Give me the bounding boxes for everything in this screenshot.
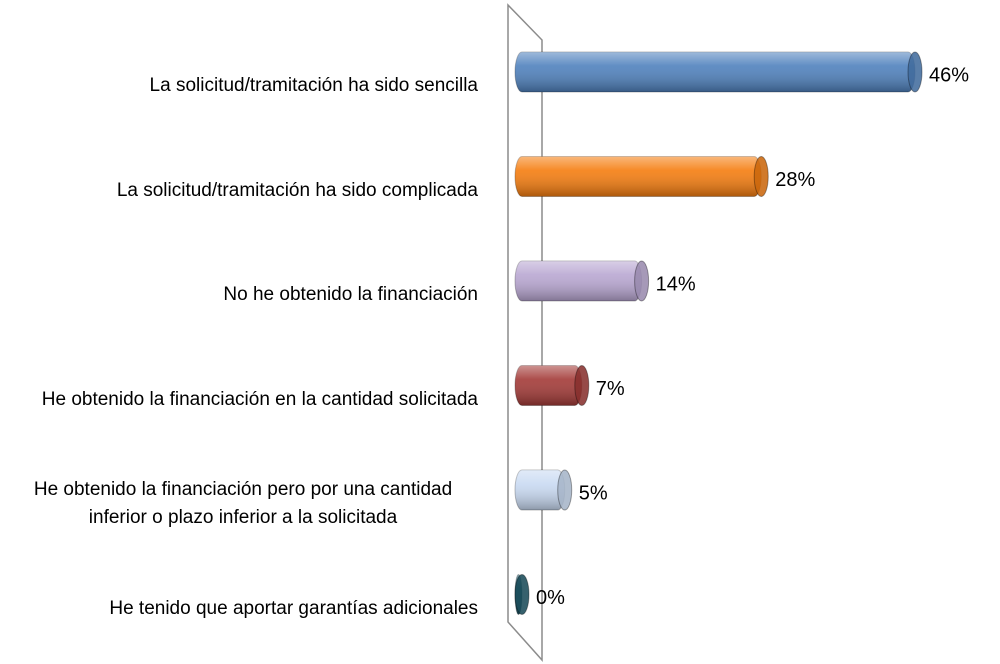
- category-label: No he obtenido la financiación: [223, 284, 478, 305]
- value-label: 14%: [656, 273, 696, 295]
- bar: [514, 260, 650, 302]
- category-label: La solicitud/tramitación ha sido sencill…: [149, 75, 478, 96]
- bar: [514, 469, 573, 511]
- value-label: 46%: [929, 64, 969, 86]
- bar: [514, 365, 590, 406]
- bar: [514, 51, 923, 93]
- bar: [514, 574, 530, 615]
- value-label: 28%: [775, 169, 815, 191]
- bar: [514, 156, 769, 197]
- wall: [507, 3, 543, 662]
- value-label: 7%: [596, 378, 625, 400]
- category-label: La solicitud/tramitación ha sido complic…: [116, 179, 478, 201]
- value-label: 0%: [536, 587, 565, 609]
- category-label: He obtenido la financiación en la cantid…: [41, 388, 478, 410]
- category-label: He obtenido la financiación pero por una…: [33, 479, 453, 528]
- value-label: 5%: [579, 482, 608, 504]
- category-label: He tenido que aportar garantías adiciona…: [109, 597, 478, 619]
